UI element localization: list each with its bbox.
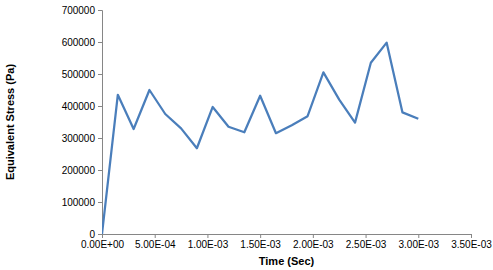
x-tick-mark [418,234,419,238]
x-axis-title: Time (Sec) [259,255,315,267]
y-tick-label: 500000 [62,69,96,80]
x-tick: 0.00E+00 [81,234,125,250]
y-tick: 300000 [62,133,102,144]
y-tick-mark [98,138,102,139]
x-tick: 5.00E-04 [135,234,176,250]
y-tick-mark [98,42,102,43]
y-tick-label: 400000 [62,101,96,112]
y-tick-mark [98,74,102,75]
x-axis: 0.00E+00 5.00E-04 1.00E-03 1.50E-03 2.00E-03… [81,234,492,250]
y-axis: 0 100000 200000 300000 400000 500000 600000 700… [62,5,103,240]
x-tick-label: 2.00E-03 [293,239,334,250]
x-tick-label: 1.00E-03 [188,239,229,250]
y-tick-label: 200000 [62,165,96,176]
y-tick: 500000 [62,69,102,80]
x-tick: 3.50E-03 [451,234,492,250]
y-tick: 100000 [62,197,102,208]
y-tick-mark [98,202,102,203]
x-tick-label: 3.50E-03 [451,239,492,250]
y-tick-mark [98,106,102,107]
x-tick-label: 0.00E+00 [81,239,125,250]
y-tick-mark [98,10,102,11]
y-axis-title: Equivalent Stress (Pa) [4,64,16,180]
y-tick: 700000 [62,5,102,16]
x-tick-mark [366,234,367,238]
y-tick-label: 600000 [62,37,96,48]
x-tick-label: 1.50E-03 [240,239,281,250]
y-tick-label: 100000 [62,197,96,208]
x-tick-mark [207,234,208,238]
x-tick: 1.50E-03 [240,234,281,250]
y-tick: 600000 [62,37,102,48]
x-tick: 1.00E-03 [188,234,229,250]
y-tick-mark [98,234,102,235]
x-tick-label: 5.00E-04 [135,239,176,250]
x-tick-mark [313,234,314,238]
y-tick-label: 700000 [62,5,96,16]
x-tick-mark [471,234,472,238]
x-tick: 2.00E-03 [293,234,334,250]
x-tick: 3.00E-03 [398,234,439,250]
x-tick-label: 2.50E-03 [346,239,387,250]
x-tick: 2.50E-03 [346,234,387,250]
y-axis-line [98,11,103,235]
x-tick-mark [155,234,156,238]
y-tick: 200000 [62,165,102,176]
series [102,43,418,234]
data-line [102,43,418,234]
y-tick-label: 300000 [62,133,96,144]
x-tick-label: 3.00E-03 [398,239,439,250]
y-tick: 400000 [62,101,102,112]
y-tick: 0 [89,229,102,240]
plot: 0.00E+00 5.00E-04 1.00E-03 1.50E-03 2.00E-03… [62,5,493,250]
y-tick-mark [98,170,102,171]
y-tick-label: 0 [89,229,95,240]
chart: 0.00E+00 5.00E-04 1.00E-03 1.50E-03 2.00E-03… [0,0,493,270]
x-axis-line [103,235,472,239]
x-tick-mark [260,234,261,238]
